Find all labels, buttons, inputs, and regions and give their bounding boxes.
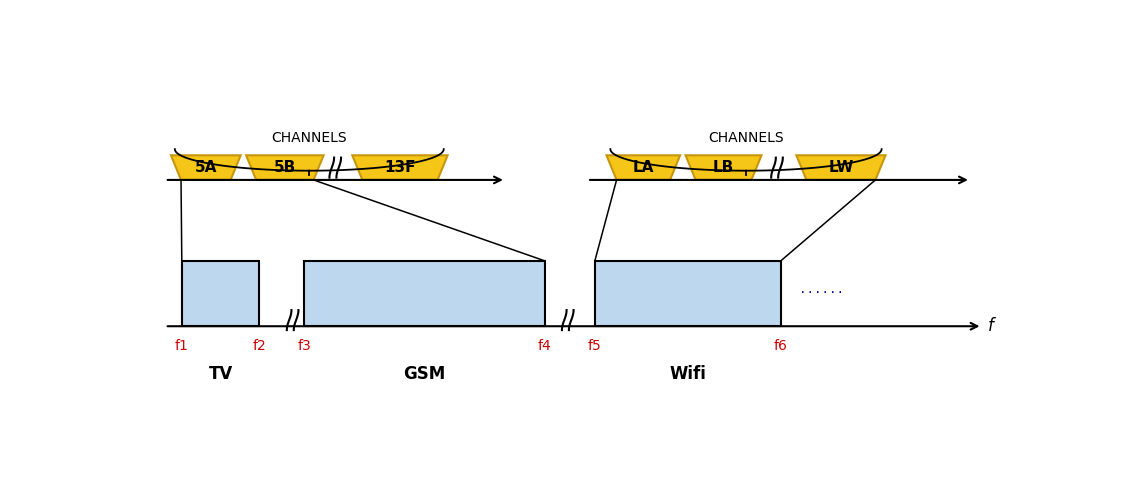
Text: f5: f5	[588, 339, 602, 353]
Text: f3: f3	[298, 339, 311, 353]
Text: LA: LA	[633, 160, 654, 175]
Text: 13F: 13F	[384, 160, 415, 175]
Polygon shape	[797, 155, 885, 180]
Bar	[595, 261, 781, 326]
Text: GSM: GSM	[403, 365, 446, 383]
Polygon shape	[171, 155, 241, 180]
Text: 5B: 5B	[274, 160, 295, 175]
Text: CHANNELS: CHANNELS	[709, 130, 783, 145]
Polygon shape	[352, 155, 447, 180]
Text: f6: f6	[774, 339, 788, 353]
Text: LW: LW	[829, 160, 854, 175]
Text: f2: f2	[252, 339, 266, 353]
Text: f: f	[988, 317, 994, 335]
Text: CHANNELS: CHANNELS	[272, 130, 348, 145]
Text: f4: f4	[538, 339, 551, 353]
Polygon shape	[686, 155, 762, 180]
Bar	[182, 261, 259, 326]
Text: 5A: 5A	[195, 160, 217, 175]
Text: ......: ......	[799, 283, 844, 296]
Bar	[305, 261, 544, 326]
Text: TV: TV	[208, 365, 233, 383]
Text: LB: LB	[713, 160, 735, 175]
Text: Wifi: Wifi	[669, 365, 706, 383]
Polygon shape	[607, 155, 680, 180]
Text: f1: f1	[174, 339, 189, 353]
Polygon shape	[246, 155, 324, 180]
